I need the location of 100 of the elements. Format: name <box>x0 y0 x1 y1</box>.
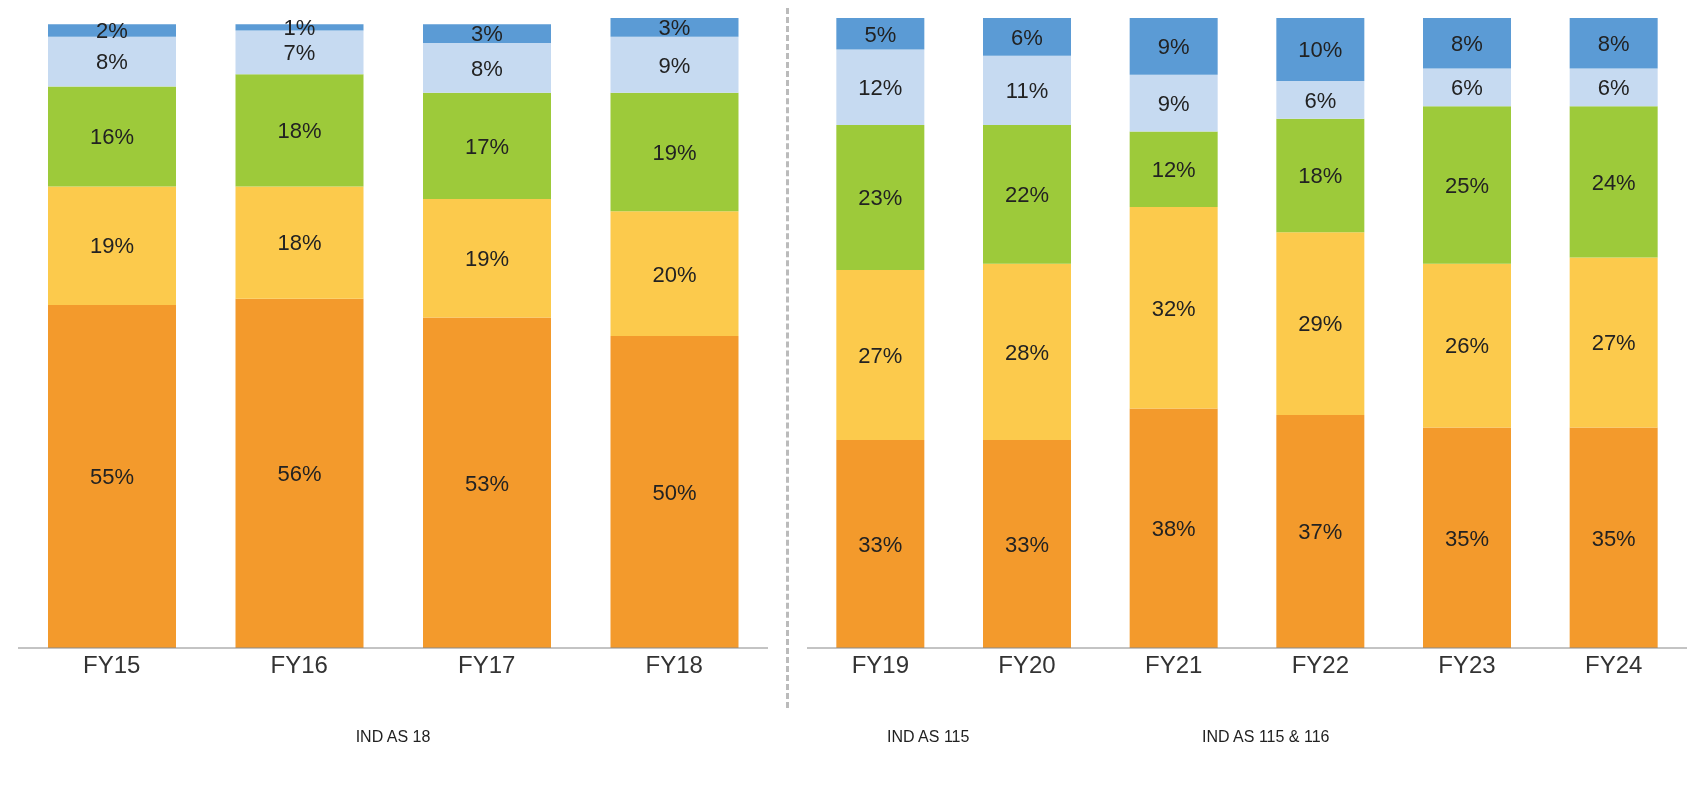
data-label: 18% <box>1298 163 1343 189</box>
x-tick-label: FY15 <box>83 651 141 679</box>
data-label: 9% <box>1157 90 1190 116</box>
data-label: 20% <box>652 261 697 287</box>
data-label: 18% <box>277 118 322 144</box>
bar <box>1423 263 1511 428</box>
data-label: 23% <box>858 185 903 211</box>
x-tick-label: FY23 <box>1438 651 1496 679</box>
bar <box>48 304 176 648</box>
data-label: 18% <box>277 230 322 256</box>
bar <box>423 92 551 199</box>
bar <box>836 18 925 50</box>
x-tick-label: FY16 <box>270 651 328 679</box>
data-label: 19% <box>464 245 510 271</box>
bar <box>836 440 925 648</box>
data-label: 24% <box>1591 169 1636 195</box>
data-label: 26% <box>1444 333 1490 359</box>
data-label: 27% <box>858 342 903 368</box>
bar <box>1423 427 1511 648</box>
bar <box>235 186 364 299</box>
bar <box>1423 68 1511 107</box>
data-label: 7% <box>283 40 316 66</box>
bar <box>1276 81 1365 119</box>
data-label: 3% <box>471 21 503 47</box>
bar <box>1423 18 1511 69</box>
bar <box>423 24 551 43</box>
data-label: 19% <box>652 139 697 165</box>
bar <box>48 36 176 87</box>
data-label: 29% <box>1298 311 1343 337</box>
x-tick-label: FY22 <box>1291 651 1350 679</box>
bar <box>423 317 551 648</box>
data-label: 17% <box>464 133 510 159</box>
bar <box>423 42 551 93</box>
data-label: 19% <box>89 233 135 259</box>
data-label: 2% <box>96 18 128 44</box>
bar <box>836 125 925 270</box>
bar <box>610 211 739 337</box>
x-tick-label: FY20 <box>998 651 1056 679</box>
data-label: 12% <box>858 75 903 101</box>
bar <box>1129 131 1218 207</box>
x-tick-label: FY19 <box>851 651 910 679</box>
data-label: 28% <box>1004 339 1050 365</box>
bar <box>1276 118 1365 233</box>
data-label: 16% <box>89 124 135 150</box>
bar <box>1276 414 1365 648</box>
bar <box>1129 408 1218 648</box>
bar <box>610 336 739 648</box>
data-label: 8% <box>471 55 503 81</box>
data-label: 3% <box>658 15 691 41</box>
bar <box>610 36 739 93</box>
data-label: 11% <box>1005 78 1049 104</box>
text: IND AS 115 <box>887 728 970 746</box>
data-label: 35% <box>1591 525 1636 551</box>
data-label: 56% <box>277 461 322 487</box>
bar <box>1129 18 1218 75</box>
data-label: 25% <box>1444 172 1490 198</box>
data-label: 32% <box>1151 295 1196 321</box>
data-label: 55% <box>89 464 135 490</box>
bar <box>610 18 739 37</box>
bar <box>235 298 364 648</box>
bar <box>836 270 925 441</box>
data-label: 8% <box>96 49 128 75</box>
data-label: 6% <box>1304 87 1337 113</box>
bar <box>48 24 176 37</box>
bar <box>48 186 176 305</box>
bar <box>1423 106 1511 264</box>
bar <box>1276 232 1365 415</box>
data-label: 27% <box>1591 330 1636 356</box>
bar <box>1129 74 1218 132</box>
bar <box>1569 68 1658 107</box>
bar <box>423 198 551 318</box>
data-label: 53% <box>464 470 510 496</box>
x-tick-label: FY24 <box>1584 651 1643 679</box>
bar <box>1569 18 1658 69</box>
data-label: 9% <box>1157 34 1190 60</box>
data-label: 6% <box>1451 75 1483 101</box>
data-label: 10% <box>1298 37 1343 63</box>
data-label: 33% <box>858 531 903 557</box>
bar <box>235 74 364 187</box>
bar <box>983 125 1071 264</box>
x-tick-label: FY18 <box>645 651 703 679</box>
data-label: 12% <box>1151 157 1196 183</box>
bar <box>983 55 1071 126</box>
data-label: 22% <box>1004 182 1050 208</box>
x-tick-label: FY17 <box>458 651 516 679</box>
bar <box>1569 257 1658 428</box>
data-label: 33% <box>1004 531 1050 557</box>
bar <box>1276 18 1365 81</box>
data-label: 5% <box>864 21 897 47</box>
data-label: 6% <box>1597 75 1630 101</box>
data-label: 38% <box>1151 516 1196 542</box>
data-label: 8% <box>1451 31 1483 57</box>
data-label: 9% <box>658 52 691 78</box>
bar <box>1129 207 1218 409</box>
data-label: 37% <box>1298 519 1343 545</box>
data-label: 35% <box>1444 525 1490 551</box>
bar <box>48 86 176 187</box>
bar <box>1569 106 1658 258</box>
bar <box>836 49 925 126</box>
bar <box>983 263 1071 441</box>
